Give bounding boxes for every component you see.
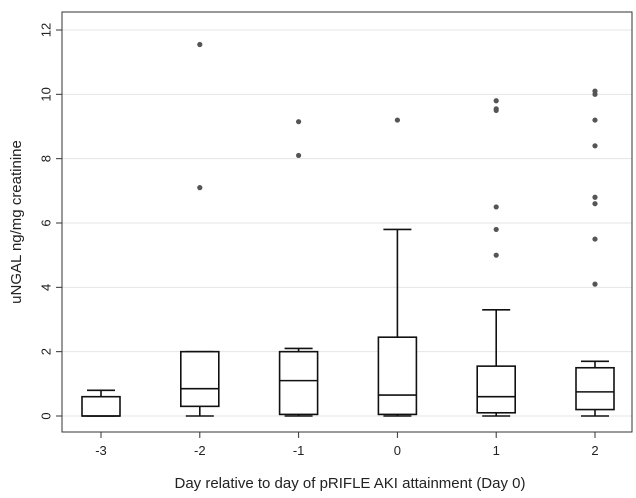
box--3 <box>81 389 121 417</box>
outlier-point <box>592 143 598 149</box>
outlier-point <box>493 226 499 233</box>
x-tick-label: 0 <box>394 443 401 458</box>
y-tick-label: 2 <box>39 348 54 355</box>
y-tick-label: 12 <box>39 23 54 37</box>
outlier-point <box>592 194 598 200</box>
outlier-point <box>493 98 499 104</box>
outlier-point <box>394 117 400 123</box>
box-iqr <box>377 336 418 416</box>
outlier-point <box>493 204 499 210</box>
y-tick-label: 6 <box>39 219 54 226</box>
y-axis: 0 2 4 6 8 10 12 <box>39 23 62 420</box>
outlier-point <box>296 152 302 159</box>
boxes <box>81 228 615 417</box>
box--1 <box>278 347 319 417</box>
box-0 <box>377 228 418 417</box>
x-tick-label: -3 <box>95 443 107 458</box>
outlier-point <box>493 106 499 112</box>
y-tick-label: 4 <box>39 284 54 291</box>
outlier-point <box>197 41 203 48</box>
outlier-point <box>592 117 598 123</box>
y-axis-label: uNGAL ng/mg creatinine <box>8 140 25 304</box>
outlier-point <box>296 119 302 125</box>
x-axis: -3 -2 -1 0 1 2 <box>95 432 599 458</box>
box-1 <box>476 309 517 417</box>
box-2 <box>575 360 615 417</box>
y-tick-label: 10 <box>39 87 54 101</box>
x-tick-label: -1 <box>293 443 305 458</box>
outlier-point <box>197 185 203 191</box>
box-iqr <box>476 365 517 414</box>
outlier-point <box>592 201 598 207</box>
outlier-point <box>592 236 598 242</box>
grid-lines <box>62 29 632 417</box>
x-tick-label: 2 <box>591 443 598 458</box>
outlier-point <box>592 88 598 94</box>
box-iqr <box>180 350 220 408</box>
outlier-point <box>592 281 598 287</box>
box--2 <box>180 350 220 417</box>
outlier-points <box>197 41 598 287</box>
plot-frame <box>61 11 633 433</box>
box-iqr <box>81 395 121 417</box>
outlier-point <box>493 252 499 258</box>
box-iqr <box>278 350 319 416</box>
y-tick-label: 0 <box>39 412 54 419</box>
box-iqr <box>575 366 615 411</box>
y-tick-label: 8 <box>39 155 54 162</box>
x-tick-label: 1 <box>493 443 500 458</box>
x-axis-label: Day relative to day of pRIFLE AKI attain… <box>175 475 526 492</box>
x-tick-label: -2 <box>194 443 206 458</box>
